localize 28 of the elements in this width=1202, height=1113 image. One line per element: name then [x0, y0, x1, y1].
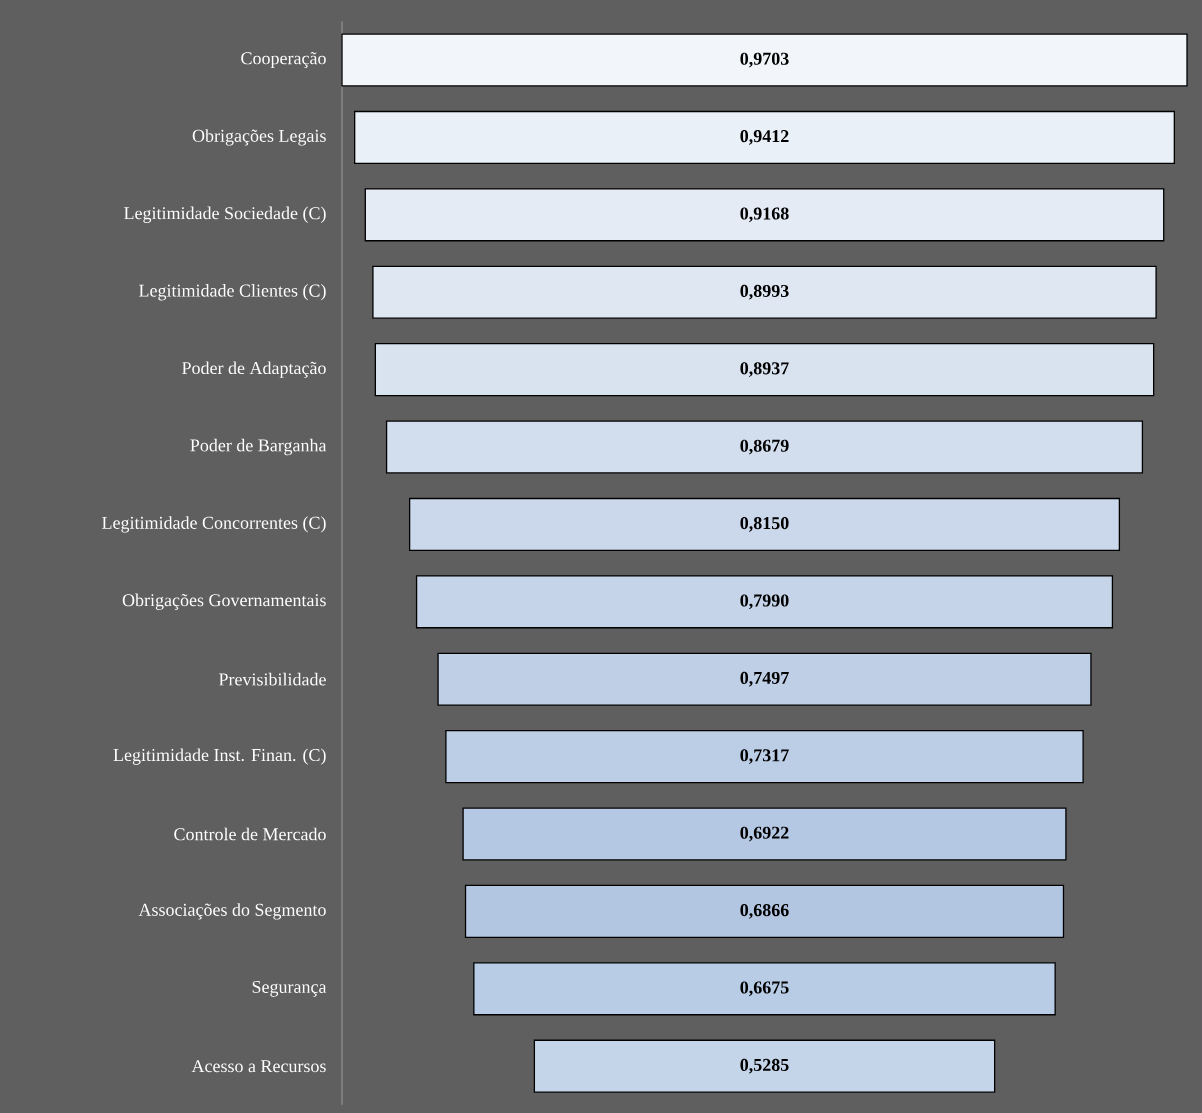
category-label: Segurança — [252, 980, 327, 997]
category-label: Obrigações Legais — [192, 129, 326, 146]
data-label: 0,7497 — [740, 671, 789, 687]
category-label: Legitimidade Concorrentes (C) — [102, 516, 326, 533]
data-label: 0,6922 — [740, 826, 789, 842]
data-label: 0,8937 — [740, 362, 789, 377]
category-label: Poder de Adaptação — [182, 361, 326, 378]
data-label: 0,5285 — [740, 1058, 789, 1074]
data-label: 0,8679 — [740, 439, 789, 455]
category-label: Obrigações Governamentais — [122, 593, 326, 610]
data-label: 0,9168 — [740, 207, 789, 223]
category-label: Associações do Segmento — [138, 903, 326, 920]
data-label: 0,9703 — [740, 52, 789, 68]
category-label: Poder de Barganha — [190, 438, 327, 456]
category-label: Previsibilidade — [219, 672, 326, 686]
data-label: 0,9412 — [740, 130, 789, 145]
data-label: 0,6866 — [740, 904, 789, 919]
category-label: Cooperação — [241, 52, 326, 68]
category-label: Legitimidade Sociedade (C) — [124, 206, 326, 224]
category-label: Acesso a Recursos — [191, 1060, 326, 1073]
category-label: Legitimidade Clientes (C) — [139, 284, 326, 301]
data-label: 0,8150 — [740, 517, 789, 532]
category-label: Controle de Mercado — [174, 827, 326, 841]
data-label: 0,8993 — [740, 284, 789, 300]
data-label: 0,6675 — [740, 981, 789, 997]
data-label: 0,7990 — [740, 594, 789, 610]
data-label: 0,7317 — [740, 749, 789, 764]
category-label: Legitimidade Inst. Finan. (C) — [113, 748, 326, 765]
